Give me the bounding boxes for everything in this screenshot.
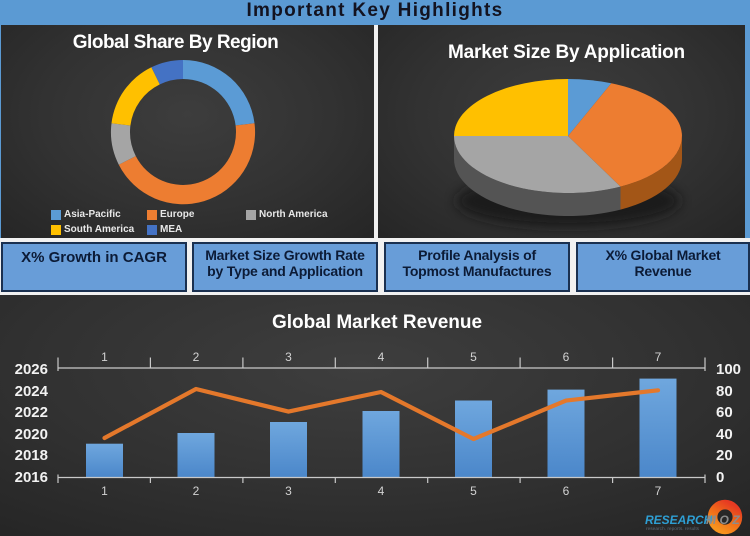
svg-text:MOZ: MOZ xyxy=(706,513,743,527)
svg-text:RESEARCH: RESEARCH xyxy=(645,513,713,527)
svg-text:research. reports. results: research. reports. results xyxy=(646,526,700,532)
